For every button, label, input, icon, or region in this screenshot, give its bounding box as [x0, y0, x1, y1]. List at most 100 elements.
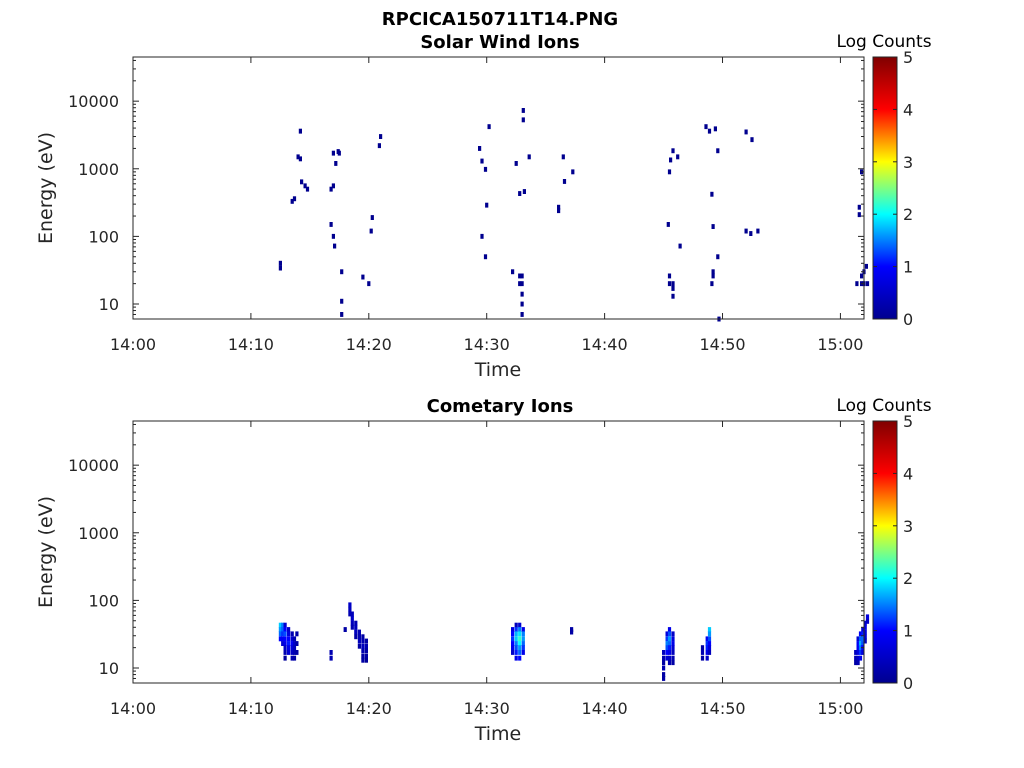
- heatmap-cell: [334, 161, 338, 166]
- heatmap-cell: [570, 629, 574, 635]
- x-ticks-solar-wind: 14:00 14:10 14:20 14:30 14:40 14:50 15:00: [110, 57, 863, 354]
- heatmap-cell: [667, 169, 672, 175]
- heatmap-cell: [521, 650, 525, 655]
- heatmap-cell: [863, 634, 867, 640]
- heatmap-cell: [364, 643, 368, 649]
- heatmap-cell: [487, 124, 491, 130]
- heatmap-cell: [511, 650, 515, 655]
- panel-solar-wind-ions: Solar Wind Ions 14:00 14:10 14:20 14:30 14:4…: [35, 32, 932, 381]
- heatmap-cell: [854, 660, 858, 666]
- heatmap-cell: [521, 645, 525, 651]
- heatmap-cell: [305, 186, 310, 192]
- colorbar-tick-label: 0: [903, 674, 913, 693]
- heatmap-cell: [856, 650, 860, 655]
- heatmap-cell: [340, 269, 344, 275]
- x-tick-label: 14:40: [582, 699, 628, 718]
- heatmap-cell: [665, 641, 669, 646]
- heatmap-cell: [750, 137, 754, 143]
- x-tick-label: 14:10: [228, 699, 274, 718]
- heatmap-cell: [511, 269, 515, 275]
- y-ticks-solar-wind: 10 100 1000 10000: [68, 59, 864, 320]
- heatmap-cell: [350, 624, 354, 630]
- heatmap-cell: [671, 650, 675, 655]
- heatmap-cell: [480, 158, 484, 164]
- heatmap-cell: [300, 179, 304, 185]
- heatmap-cell: [671, 660, 675, 666]
- x-tick-label: 14:00: [110, 335, 156, 354]
- heatmap-cell: [518, 641, 522, 646]
- heatmap-cell: [520, 273, 524, 279]
- heatmap-cell: [713, 126, 717, 132]
- heatmap-cell: [521, 641, 525, 646]
- y-tick-label: 10000: [68, 92, 119, 111]
- heatmap-cell: [278, 636, 282, 642]
- heatmap-cell: [283, 631, 287, 637]
- heatmap-cell: [671, 655, 675, 661]
- heatmap-cell: [865, 618, 870, 624]
- heatmap-cell: [667, 655, 672, 661]
- heatmap-cell: [361, 274, 365, 280]
- heatmap-cell: [287, 650, 291, 655]
- heatmap-cell: [707, 641, 712, 646]
- y-tick-label: 1000: [78, 160, 119, 179]
- y-ticks-cometary: 10 100 1000 10000: [68, 423, 864, 684]
- heatmap-cell: [756, 228, 760, 234]
- heatmap-cell: [329, 186, 333, 192]
- heatmap-cell: [854, 655, 858, 661]
- heatmap-cell: [863, 624, 867, 630]
- colorbar-tick-label: 1: [903, 258, 913, 277]
- colorbar-solar-wind: 0 1 2 3 4 5 Log Counts: [836, 32, 931, 329]
- heatmap-cell: [705, 655, 709, 661]
- x-tick-label: 14:50: [699, 335, 745, 354]
- heatmap-cell: [292, 650, 297, 655]
- heatmap-cell: [290, 645, 294, 651]
- heatmap-cell: [521, 631, 525, 637]
- heatmap-cell: [281, 631, 285, 637]
- heatmap-cell: [710, 281, 714, 287]
- x-ticks-cometary: 14:00 14:10 14:20 14:30 14:40 14:50 15:00: [110, 421, 863, 718]
- heatmap-cell: [303, 183, 307, 189]
- panel-cometary-ions: Cometary Ions 14:00 14:10 14:20 14:30 14:40 1…: [35, 396, 932, 745]
- heatmap-cell: [514, 645, 518, 651]
- heatmap-cell: [295, 641, 299, 646]
- colorbar-tick-label: 2: [903, 569, 913, 588]
- heatmap-cell: [283, 641, 287, 646]
- x-tick-label: 14:40: [582, 335, 628, 354]
- heatmap-cell: [667, 631, 672, 637]
- heatmap-cell: [290, 655, 294, 661]
- heatmap-cell: [348, 606, 352, 612]
- heatmap-cell: [667, 641, 672, 646]
- heatmap-cell: [667, 636, 672, 642]
- heatmap-cell: [348, 602, 352, 608]
- heatmap-cell: [518, 627, 522, 632]
- colorbar-ticks-cometary: 0 1 2 3 4 5: [873, 412, 913, 693]
- x-tick-label: 15:00: [817, 699, 863, 718]
- heatmap-cell: [676, 154, 680, 160]
- heatmap-cell: [521, 636, 525, 642]
- heatmap-cell: [518, 191, 522, 196]
- heatmap-cells-cometary: [278, 602, 870, 681]
- x-tick-label: 14:20: [346, 699, 392, 718]
- heatmap-cell: [518, 650, 522, 655]
- heatmap-cell: [704, 124, 708, 130]
- y-tick-label: 100: [88, 227, 119, 246]
- heatmap-cell: [865, 614, 870, 620]
- heatmap-cell: [283, 655, 287, 661]
- heatmap-cell: [292, 636, 297, 642]
- heatmap-cell: [287, 631, 291, 637]
- heatmap-cell: [557, 208, 561, 214]
- heatmap-cell: [671, 631, 675, 637]
- heatmap-cell: [858, 636, 863, 642]
- heatmap-cell: [662, 665, 666, 671]
- heatmap-cell: [364, 638, 368, 644]
- heatmap-cell: [855, 281, 859, 287]
- heatmap-cell: [357, 634, 361, 640]
- heatmap-cell: [527, 154, 531, 160]
- heatmap-cell: [662, 672, 666, 677]
- heatmap-cell: [700, 655, 705, 661]
- heatmap-cell: [669, 157, 673, 163]
- heatmap-cell: [861, 641, 865, 646]
- heatmap-cell: [678, 243, 682, 249]
- heatmap-cell: [364, 653, 368, 659]
- heatmap-cell: [278, 265, 282, 271]
